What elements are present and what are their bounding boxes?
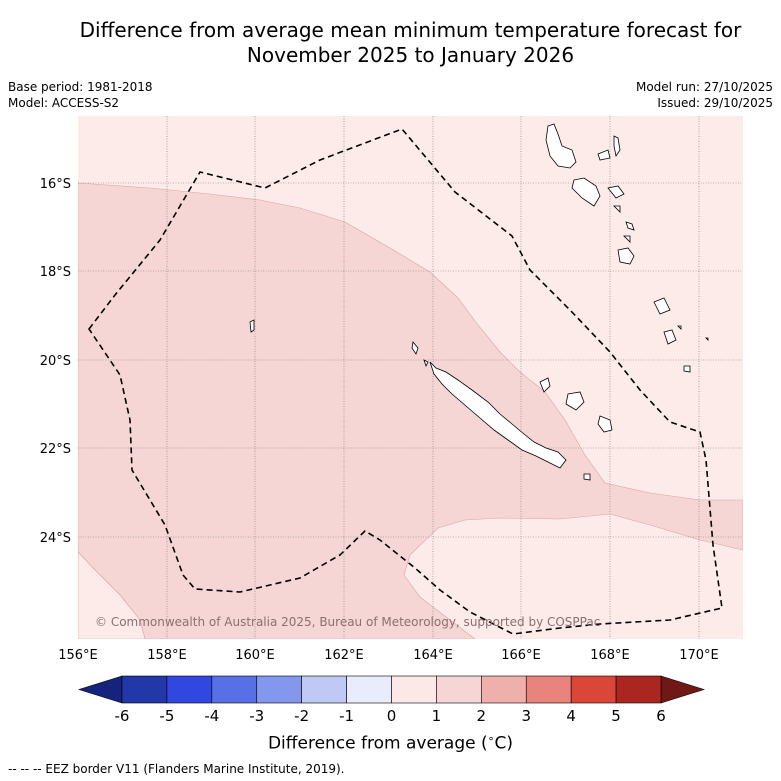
lat-tick-18: 18°S: [40, 265, 71, 280]
colorbar-tick--6: -6: [115, 707, 130, 725]
colorbar-swatch-5-to-6: [615, 675, 662, 704]
colorbar-swatch-0-to-1: [391, 675, 437, 704]
colorbar-tick-4: 4: [566, 707, 576, 725]
colorbar-swatch-1-to-2: [436, 675, 482, 704]
copyright-text: © Commonwealth of Australia 2025, Bureau…: [95, 615, 600, 629]
colorbar-tick--2: -2: [294, 707, 309, 725]
lon-tick-160: 160°E: [235, 648, 275, 663]
colorbar-tick--1: -1: [339, 707, 354, 725]
colorbar: -6 -5 -4 -3 -2 -1 0 1 2 3 4 5 6: [77, 675, 706, 725]
anomaly-zone-0-to-1-corner: [78, 551, 146, 639]
lon-tick-162: 162°E: [324, 648, 364, 663]
model-run: Model run: 27/10/2025: [635, 80, 773, 94]
lon-tick-164: 164°E: [413, 648, 453, 663]
colorbar-tick-2: 2: [477, 707, 487, 725]
anomaly-zone-1-to-2: [78, 182, 743, 639]
lon-tick-labels: 156°E 158°E 160°E 162°E 164°E 166°E 168°…: [58, 648, 719, 663]
colorbar-swatch--6-to--5: [121, 675, 168, 704]
colorbar-tick--4: -4: [204, 707, 219, 725]
base-period: Base period: 1981-2018: [8, 80, 153, 94]
colorbar-extend-high: [660, 675, 706, 704]
colorbar-tick-1: 1: [432, 707, 442, 725]
colorbar-swatch--3-to--2: [256, 675, 302, 704]
chart-title: Difference from average mean minimum tem…: [0, 18, 781, 68]
lon-tick-166: 166°E: [501, 648, 541, 663]
lon-tick-156: 156°E: [58, 648, 98, 663]
colorbar-tick--3: -3: [249, 707, 264, 725]
title-line-1: Difference from average mean minimum tem…: [79, 18, 742, 42]
meta-left: Base period: 1981-2018 Model: ACCESS-S2: [8, 79, 153, 111]
meta-right: Model run: 27/10/2025 Issued: 29/10/2025: [636, 79, 773, 111]
lat-tick-22: 22°S: [40, 442, 71, 457]
lat-tick-labels: 16°S 18°S 20°S 22°S 24°S: [40, 177, 71, 546]
lat-tick-24: 24°S: [40, 531, 71, 546]
new-caledonia-island: [429, 361, 567, 469]
colorbar-tick-6: 6: [656, 707, 666, 725]
colorbar-swatch--4-to--3: [211, 675, 258, 704]
coastlines: [249, 123, 709, 481]
colorbar-tick-5: 5: [611, 707, 621, 725]
lat-tick-20: 20°S: [40, 354, 71, 369]
title-line-2: November 2025 to January 2026: [246, 43, 575, 67]
colorbar-swatch--2-to--1: [301, 675, 347, 704]
lon-tick-158: 158°E: [147, 648, 187, 663]
colorbar-swatch-4-to-5: [570, 675, 617, 704]
issued-date: Issued: 29/10/2025: [657, 96, 773, 110]
eez-border: [88, 128, 723, 635]
footnote: -- -- -- EEZ border V11 (Flanders Marine…: [8, 762, 345, 776]
gridlines: [78, 116, 743, 639]
colorbar-swatch--5-to--4: [166, 675, 213, 704]
colorbar-extend-low: [77, 675, 123, 704]
lat-tick-16: 16°S: [40, 177, 71, 192]
model-name: Model: ACCESS-S2: [8, 96, 120, 110]
colorbar-swatch--1-to-0: [346, 675, 392, 704]
lon-tick-168: 168°E: [590, 648, 630, 663]
colorbar-swatch-2-to-3: [481, 675, 527, 704]
colorbar-tick-3: 3: [521, 707, 531, 725]
colorbar-tick-0: 0: [387, 707, 397, 725]
colorbar-swatch-3-to-4: [525, 675, 572, 704]
vanuatu-islands: [545, 123, 577, 169]
lon-tick-170: 170°E: [679, 648, 719, 663]
colorbar-label: Difference from average (∘C): [267, 732, 514, 754]
colorbar-tick--5: -5: [159, 707, 174, 725]
